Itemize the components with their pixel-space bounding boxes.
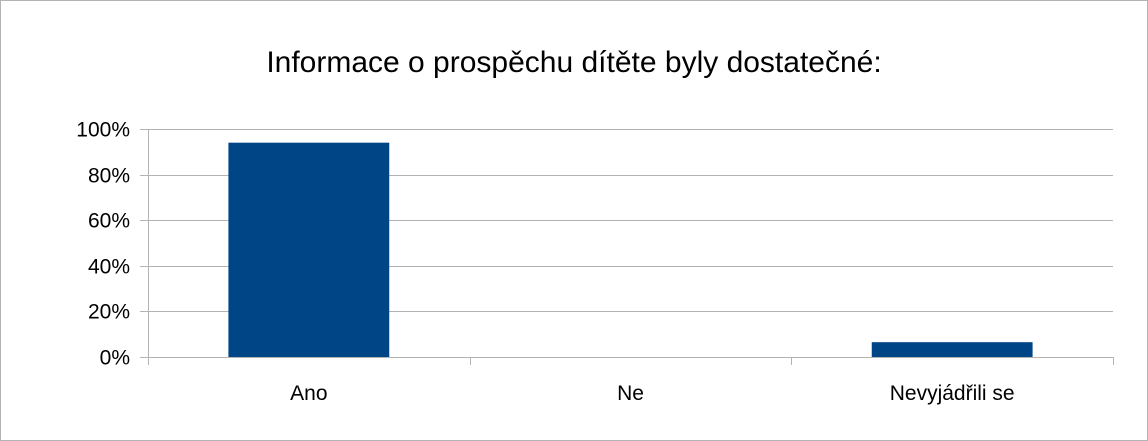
x-category-label: Ne [617, 382, 644, 405]
chart-title: Informace o prospěchu dítěte byly dostat… [266, 46, 881, 79]
y-tick-label: 80% [88, 165, 130, 188]
y-tick-label: 20% [88, 301, 130, 324]
y-tick-labels: 0% 20% 40% 60% 80% 100% [76, 119, 130, 370]
y-tick-label: 60% [88, 210, 130, 233]
y-tick-label: 100% [76, 119, 130, 142]
x-category-label: Ano [290, 382, 327, 405]
axes [140, 129, 1114, 365]
y-tick-label: 40% [88, 256, 130, 279]
bar-nevyjádřili-se [871, 342, 1033, 357]
bars [228, 142, 1033, 357]
y-tick-label: 0% [100, 347, 130, 370]
bar-ano [228, 142, 390, 357]
x-category-labels: Ano Ne Nevyjádřili se [290, 382, 1014, 405]
x-category-label: Nevyjádřili se [890, 382, 1015, 405]
